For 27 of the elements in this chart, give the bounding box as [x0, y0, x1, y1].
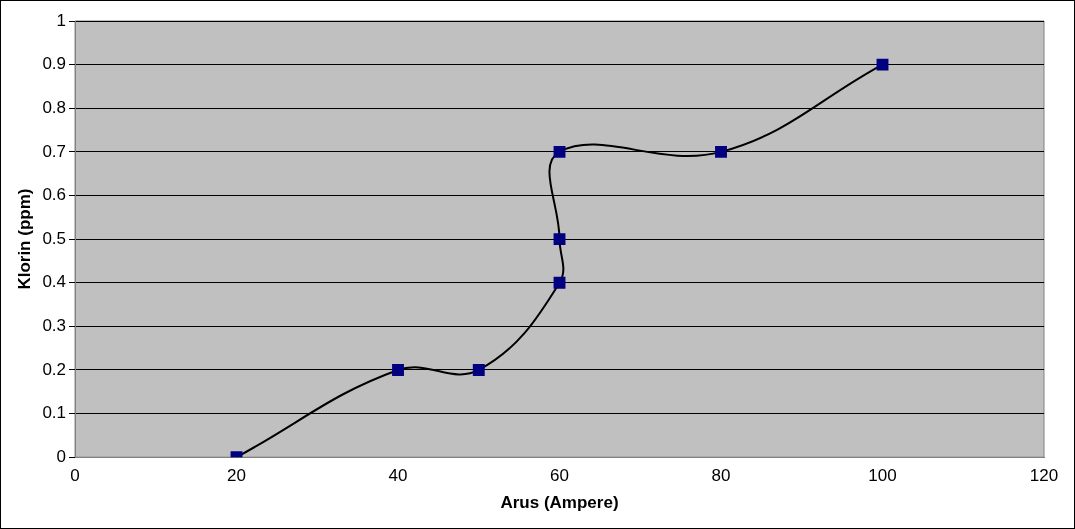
y-tick-label: 0.2 [42, 359, 67, 379]
point [553, 276, 566, 289]
y-tick-label: 0.6 [42, 185, 67, 205]
x-tick-label: 120 [1029, 466, 1059, 486]
x-tick-label: 20 [227, 466, 246, 486]
x-tick-label: 0 [70, 466, 80, 486]
y-tick-label: 0.5 [42, 228, 67, 248]
point [876, 58, 889, 71]
y-tick-label: 0 [56, 446, 67, 466]
x-axis-title: Arus (Ampere) [500, 493, 619, 513]
x-tick-label: 60 [550, 466, 569, 486]
x-tick-label: 40 [388, 466, 408, 486]
y-tick-label: 0.7 [42, 141, 67, 161]
y-tick-label: 0.4 [42, 272, 67, 292]
y-tick-label: 0.3 [42, 316, 67, 336]
x-tick-label: 80 [711, 466, 731, 486]
point [392, 364, 404, 376]
point [553, 145, 566, 158]
point [553, 233, 566, 246]
point [472, 364, 485, 376]
y-tick-label: 1 [56, 10, 67, 30]
y-tick-label: 0.9 [42, 54, 67, 74]
y-tick-label: 0.1 [42, 403, 67, 423]
point [715, 145, 727, 158]
y-axis-title: Klorin (ppm) [14, 188, 34, 290]
y-tick-label: 0.8 [42, 97, 67, 117]
x-tick-label: 100 [868, 466, 897, 486]
